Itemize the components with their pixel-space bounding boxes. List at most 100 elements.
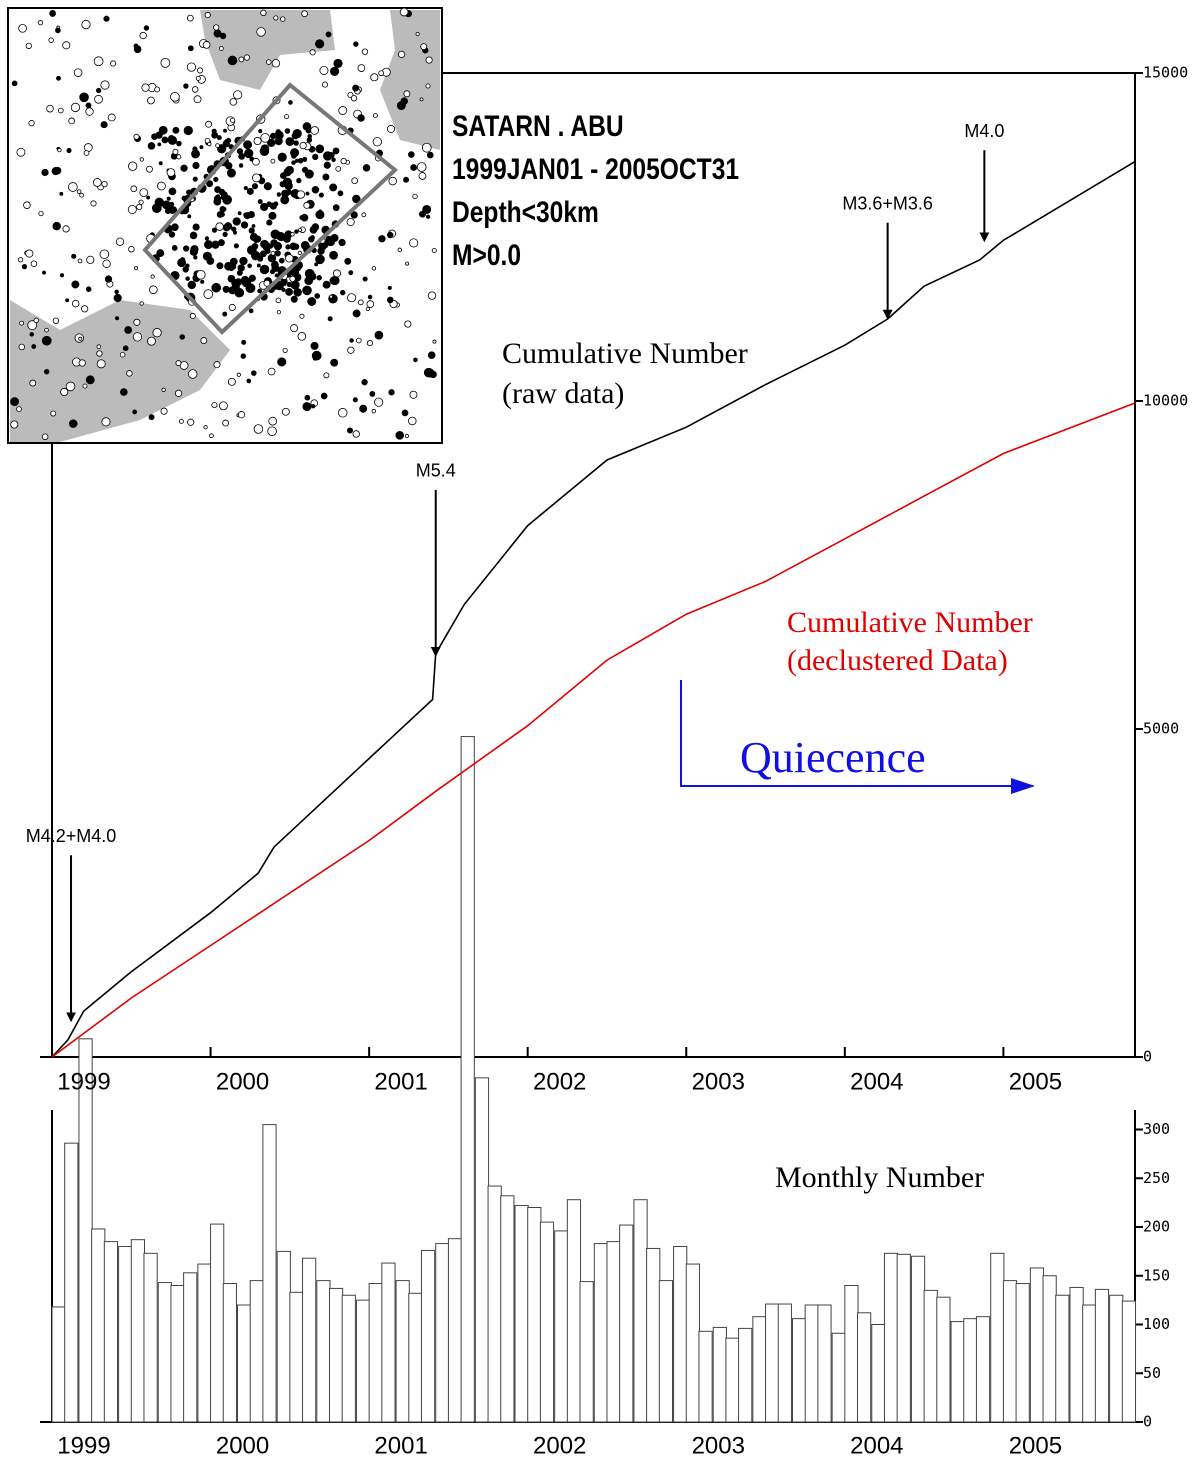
map-dot <box>251 183 259 190</box>
map-dot <box>168 187 177 196</box>
map-dot <box>323 372 330 379</box>
map-dot <box>50 410 57 417</box>
map-dot <box>318 192 324 198</box>
map-dot <box>133 318 141 326</box>
map-dot <box>420 43 428 51</box>
x-tick-label: 2003 <box>692 1068 745 1095</box>
map-dot <box>310 341 319 350</box>
map-dot <box>421 142 432 153</box>
map-dot <box>246 187 254 195</box>
map-dot <box>199 145 204 150</box>
map-dot <box>338 238 346 247</box>
map-dot <box>41 168 49 177</box>
map-dot <box>285 137 295 146</box>
map-dot <box>132 409 138 415</box>
map-dot <box>285 254 294 263</box>
bar <box>51 1306 66 1423</box>
map-dot <box>395 430 405 440</box>
map-dot <box>222 311 228 317</box>
map-dot <box>314 262 319 267</box>
bar <box>1082 1304 1097 1423</box>
bar <box>554 1230 569 1423</box>
map-dot <box>240 221 249 229</box>
map-dot <box>216 262 224 270</box>
bar <box>1015 1283 1030 1423</box>
map-dot <box>197 67 204 74</box>
map-dot <box>367 294 373 300</box>
bar <box>1094 1288 1110 1423</box>
bar <box>355 1299 371 1423</box>
map-dot <box>191 149 200 159</box>
map-dot <box>291 132 299 140</box>
map-dot <box>122 345 129 352</box>
map-dot <box>290 295 298 303</box>
map-dot <box>348 270 354 276</box>
map-dot <box>213 361 221 369</box>
map-dot <box>219 211 225 217</box>
map-dot <box>279 181 286 188</box>
map-dot <box>378 235 386 243</box>
map-dot <box>304 394 311 401</box>
map-dot <box>386 124 396 133</box>
x-tick-label: 2003 <box>692 1432 745 1459</box>
map-dot <box>337 408 348 418</box>
map-dot <box>82 383 88 389</box>
inset-line: 1999JAN01 - 2005OCT31 <box>452 152 739 186</box>
map-dot <box>288 100 293 105</box>
map-dot <box>238 152 246 160</box>
y-tick-label: 150 <box>1143 1266 1170 1284</box>
inset-text: SATARN . ABU 1999JAN01 - 2005OCT31 Depth<3… <box>452 109 739 272</box>
map-dot <box>252 173 261 183</box>
map-dot <box>90 200 97 207</box>
map-dot <box>202 41 211 49</box>
map-dot <box>70 102 81 113</box>
bar <box>975 1316 991 1423</box>
map-dot <box>426 151 434 159</box>
map-dot <box>268 211 277 220</box>
map-dot <box>339 289 346 296</box>
map-dot <box>263 182 272 191</box>
map-dot <box>361 48 369 55</box>
map-dot <box>128 161 138 171</box>
bar <box>395 1280 410 1423</box>
study-area <box>142 82 399 335</box>
map-dot <box>285 288 293 296</box>
map-dot <box>302 122 312 131</box>
map-dot <box>318 212 323 217</box>
bar <box>237 1304 252 1423</box>
bar <box>593 1243 609 1423</box>
map-dot <box>359 404 368 413</box>
bar <box>936 1296 951 1423</box>
map-dot <box>232 230 238 235</box>
map-dot <box>309 49 316 56</box>
map-dot <box>130 185 138 193</box>
map-dot <box>41 335 52 346</box>
map-dot <box>68 117 76 125</box>
bar <box>78 1038 93 1423</box>
map-dot <box>372 137 382 147</box>
map-dot <box>222 223 231 232</box>
bar <box>579 1281 594 1423</box>
map-dot <box>147 142 156 150</box>
map-dot <box>311 404 316 409</box>
map-dot <box>200 337 208 345</box>
bar <box>658 1280 674 1423</box>
lake <box>10 300 230 442</box>
map-dot <box>289 275 296 283</box>
map-dot <box>65 381 76 392</box>
map-dot <box>156 249 165 258</box>
map-dot <box>419 97 424 102</box>
map-dot <box>186 14 194 22</box>
map-dot <box>248 227 255 234</box>
map-dot <box>176 140 182 147</box>
map-dot <box>46 104 54 113</box>
map-dot <box>267 253 277 263</box>
bar <box>831 1332 846 1423</box>
map-dot <box>291 160 296 165</box>
map-dot <box>251 250 261 261</box>
cumulative-line <box>51 160 1136 1058</box>
map-dot <box>311 185 320 194</box>
map-dot <box>175 360 182 367</box>
map-dot <box>344 257 352 265</box>
map-dot <box>267 426 277 436</box>
